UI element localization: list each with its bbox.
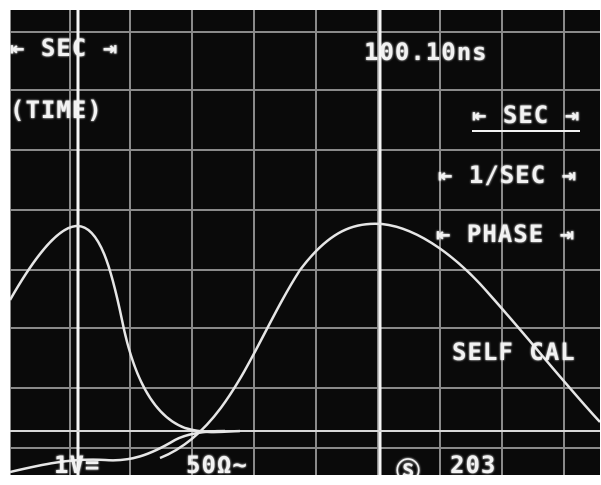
channel2-scale: 50Ω~ <box>186 451 248 475</box>
self-cal-softkey[interactable]: SELF CAL <box>452 338 576 366</box>
softkey-1-over-sec[interactable]: ⇤ 1/SEC ⇥ <box>438 161 578 189</box>
graticule-grid <box>10 10 600 475</box>
measurement-cursors <box>10 10 600 475</box>
trigger-symbol-icon: Ⓢ <box>396 457 421 475</box>
waveform-traces <box>10 222 600 474</box>
softkey-phase[interactable]: ⇤ PHASE ⇥ <box>436 220 576 248</box>
measurement-mode-label: ⇤ SEC ⇥ <box>10 34 119 62</box>
measurement-mode-caption: (TIME) <box>10 96 103 124</box>
oscilloscope-screen: ⇤ SEC ⇥ (TIME) 100.10ns ⇤ SEC ⇥ ⇤ 1/SEC … <box>10 10 600 475</box>
waveform-pulse-1 <box>10 224 241 434</box>
scope-display <box>10 10 600 475</box>
waveform-pulse-2 <box>159 222 600 460</box>
time-interval-readout: 100.10ns <box>364 38 488 66</box>
waveform-lower-trace <box>10 429 226 474</box>
trigger-value: 203 <box>450 451 497 475</box>
channel1-scale: 1V= <box>54 451 101 475</box>
softkey-sec[interactable]: ⇤ SEC ⇥ <box>472 101 581 132</box>
